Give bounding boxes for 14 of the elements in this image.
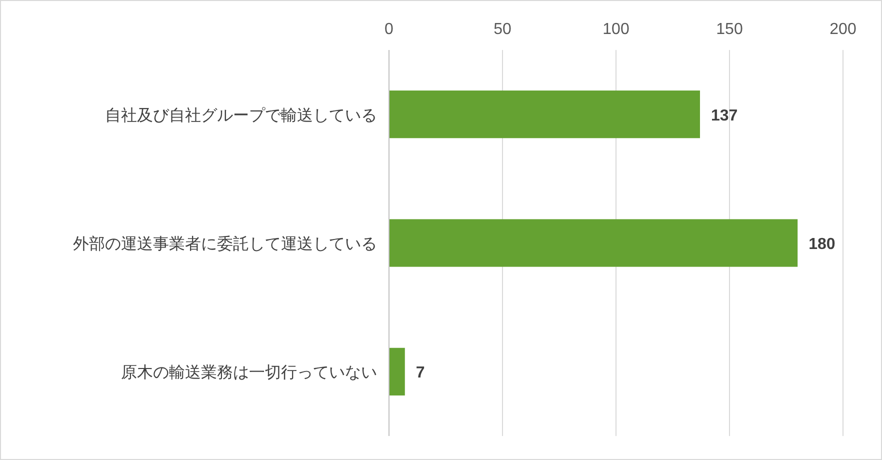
data-label: 7 — [416, 364, 425, 382]
bar — [389, 219, 798, 267]
data-label: 180 — [808, 236, 836, 253]
y-tick-label: 自社及び自社グループで輸送している — [105, 106, 377, 124]
x-tick-label: 100 — [602, 21, 630, 38]
x-tick-label: 50 — [494, 21, 512, 38]
data-label: 137 — [710, 107, 738, 124]
x-tick-label: 200 — [830, 21, 856, 38]
bar — [389, 90, 700, 138]
bar — [389, 348, 405, 396]
y-tick-label: 外部の運送事業者に委託して運送している — [73, 235, 377, 253]
y-tick-label: 原木の輸送業務は一切行っていない — [121, 364, 377, 382]
x-tick-label: 0 — [384, 21, 394, 38]
x-tick-label: 150 — [716, 21, 743, 38]
